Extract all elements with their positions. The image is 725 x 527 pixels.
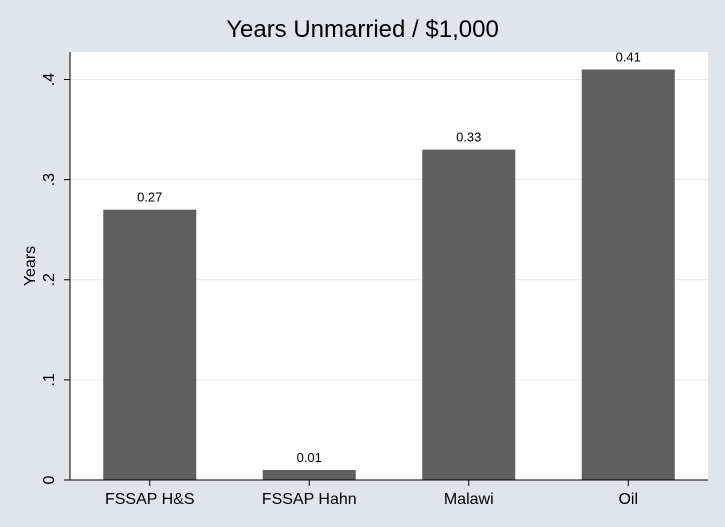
bar — [581, 69, 675, 480]
x-axis: FSSAP H&S FSSAP Hahn Malawi Oil — [70, 479, 708, 508]
y-axis-title: Years — [22, 246, 39, 286]
chart-title: Years Unmarried / $1,000 — [226, 16, 499, 43]
x-tick-label: FSSAP Hahn — [262, 491, 357, 508]
y-tick-label: .1 — [41, 373, 58, 386]
bar — [262, 469, 356, 480]
x-tick-label: Oil — [618, 491, 638, 508]
x-tick-label: Malawi — [444, 491, 494, 508]
data-label: 0.01 — [297, 450, 322, 465]
y-axis: 0 .1 .2 .3 .4 — [41, 52, 71, 484]
x-tick-label: FSSAP H&S — [105, 491, 195, 508]
bar — [422, 149, 516, 480]
bars — [103, 69, 675, 481]
data-labels: 0.27 0.01 0.33 0.41 — [137, 50, 641, 465]
bar — [103, 209, 197, 481]
data-label: 0.33 — [456, 130, 481, 145]
y-tick-label: .2 — [41, 273, 58, 286]
data-label: 0.27 — [137, 190, 162, 205]
data-label: 0.41 — [616, 50, 641, 65]
y-tick-label: 0 — [41, 475, 58, 484]
y-tick-label: .4 — [41, 73, 58, 86]
y-tick-label: .3 — [41, 173, 58, 186]
